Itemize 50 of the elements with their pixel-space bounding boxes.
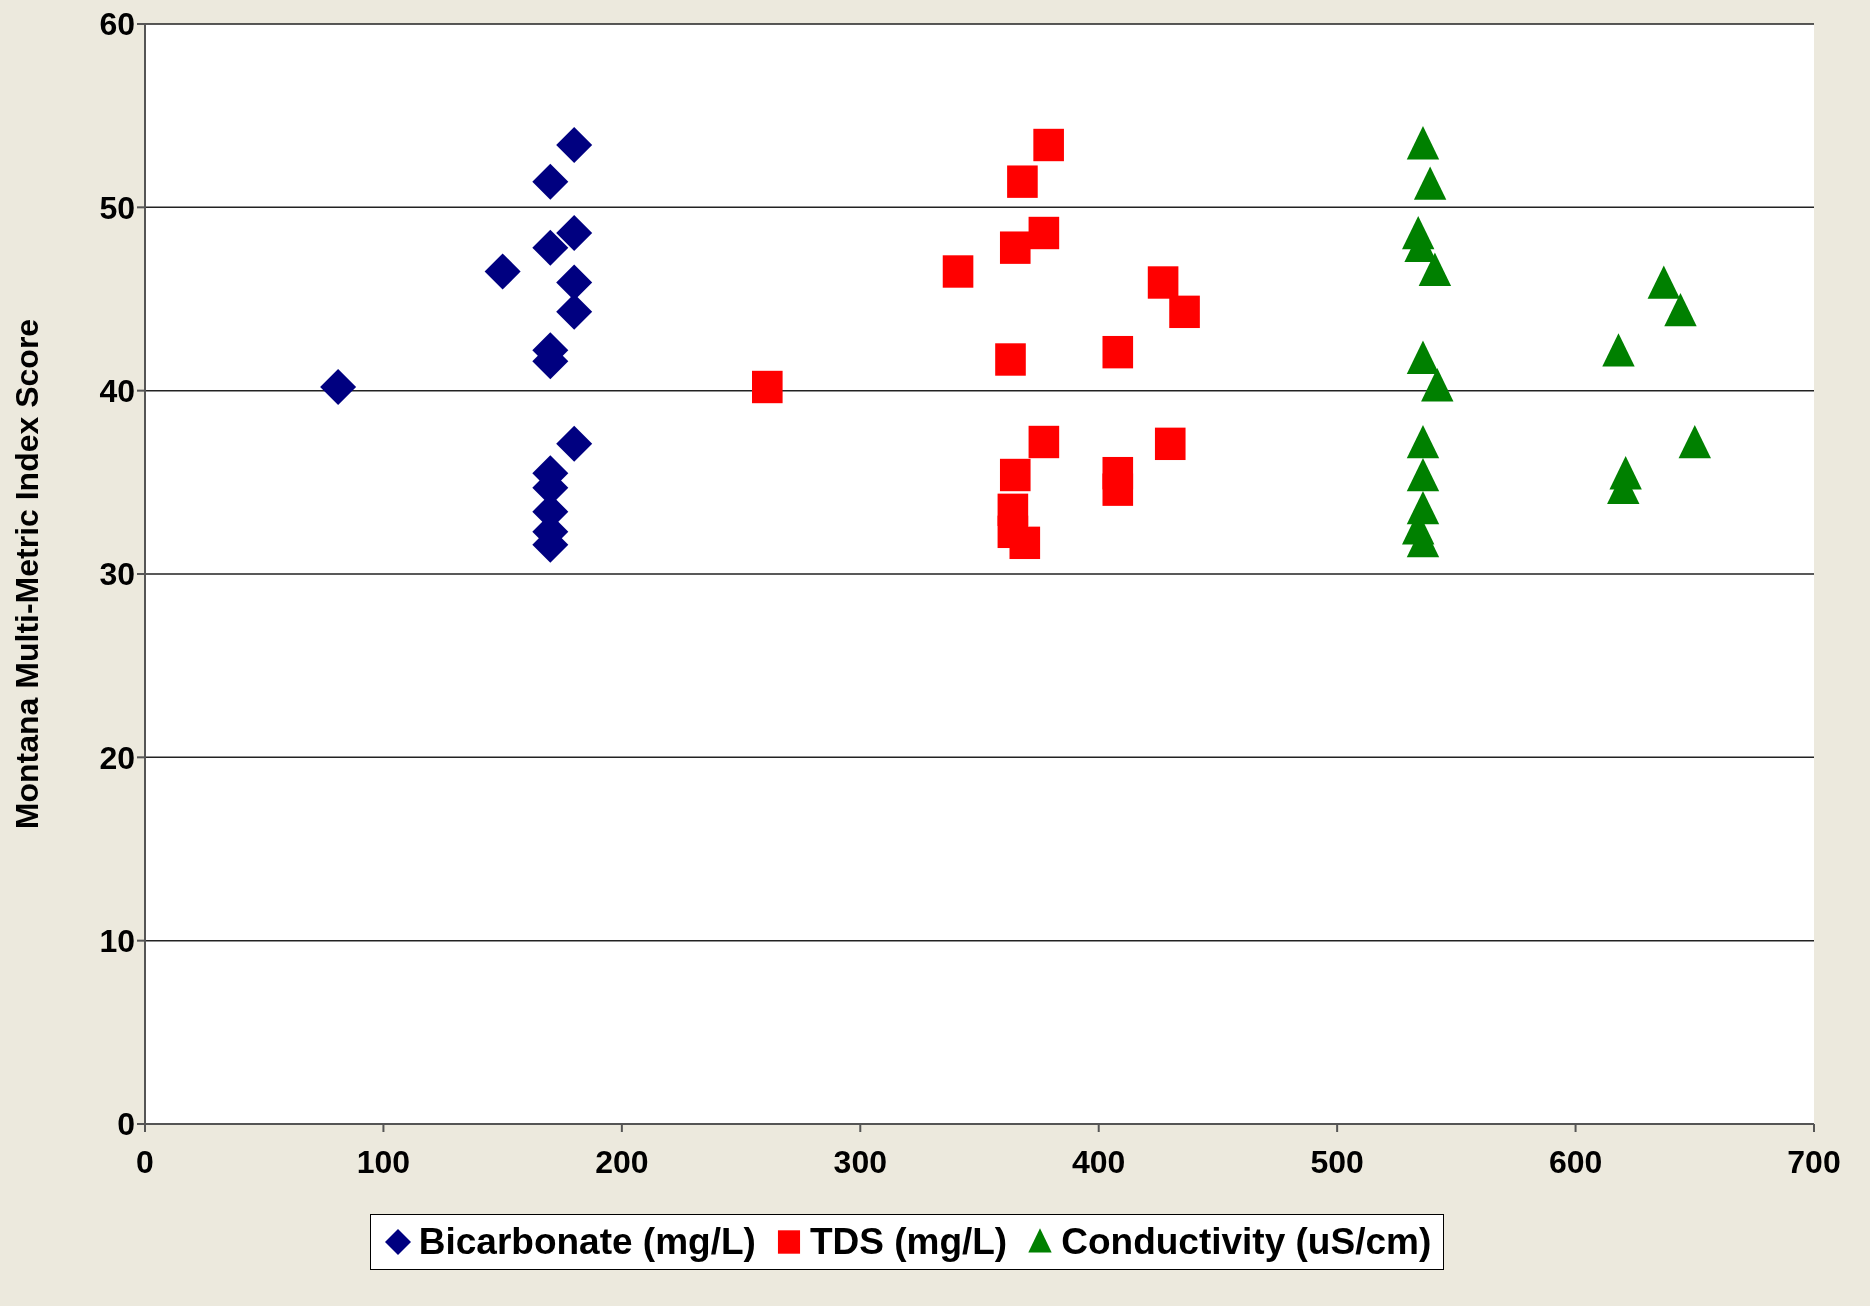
point [1102, 456, 1134, 490]
point [1664, 292, 1697, 327]
x-tick-label: 700 [1787, 1143, 1841, 1180]
legend-label: Conductivity (uS/cm) [1061, 1221, 1432, 1263]
y-tick-label: 0 [117, 1106, 135, 1143]
point [1033, 128, 1064, 162]
point [1406, 457, 1440, 492]
point [556, 425, 593, 462]
y-tick-label: 60 [99, 6, 135, 43]
point [320, 369, 357, 405]
point [1406, 126, 1440, 160]
point [1602, 333, 1635, 367]
y-tick-label: 50 [99, 189, 135, 226]
point [999, 231, 1031, 264]
point [1418, 252, 1452, 286]
y-axis-title: Montana Multi-Metric Index Score [9, 318, 46, 830]
x-tick-label: 200 [595, 1143, 649, 1180]
point [995, 343, 1026, 376]
point [1413, 166, 1447, 200]
point [1102, 335, 1134, 369]
point [1007, 165, 1038, 198]
point [999, 458, 1031, 492]
y-tick-label: 20 [99, 739, 135, 776]
x-tick-label: 400 [1072, 1143, 1126, 1180]
point [1147, 266, 1179, 299]
point [1154, 427, 1186, 461]
point [752, 370, 783, 404]
point [532, 229, 569, 266]
point [556, 127, 593, 163]
legend-label: Bicarbonate (mg/L) [418, 1221, 756, 1263]
x-tick-label: 300 [833, 1143, 887, 1180]
point [1647, 265, 1680, 299]
y-tick-label: 30 [99, 556, 135, 593]
point [1406, 340, 1440, 374]
point [1678, 424, 1711, 459]
point [484, 253, 521, 290]
point [1406, 424, 1440, 459]
x-tick-label: 500 [1310, 1143, 1364, 1180]
x-tick-label: 600 [1548, 1143, 1603, 1180]
point [1028, 425, 1060, 459]
point [1169, 295, 1200, 329]
point [1421, 368, 1454, 402]
point [1028, 216, 1060, 250]
y-tick-label: 40 [99, 373, 135, 410]
legend-label: TDS (mg/L) [809, 1221, 1008, 1263]
y-tick-label: 10 [99, 923, 135, 960]
x-tick-label: 100 [356, 1143, 411, 1180]
point [532, 163, 569, 200]
point [556, 215, 593, 251]
point [942, 255, 974, 288]
